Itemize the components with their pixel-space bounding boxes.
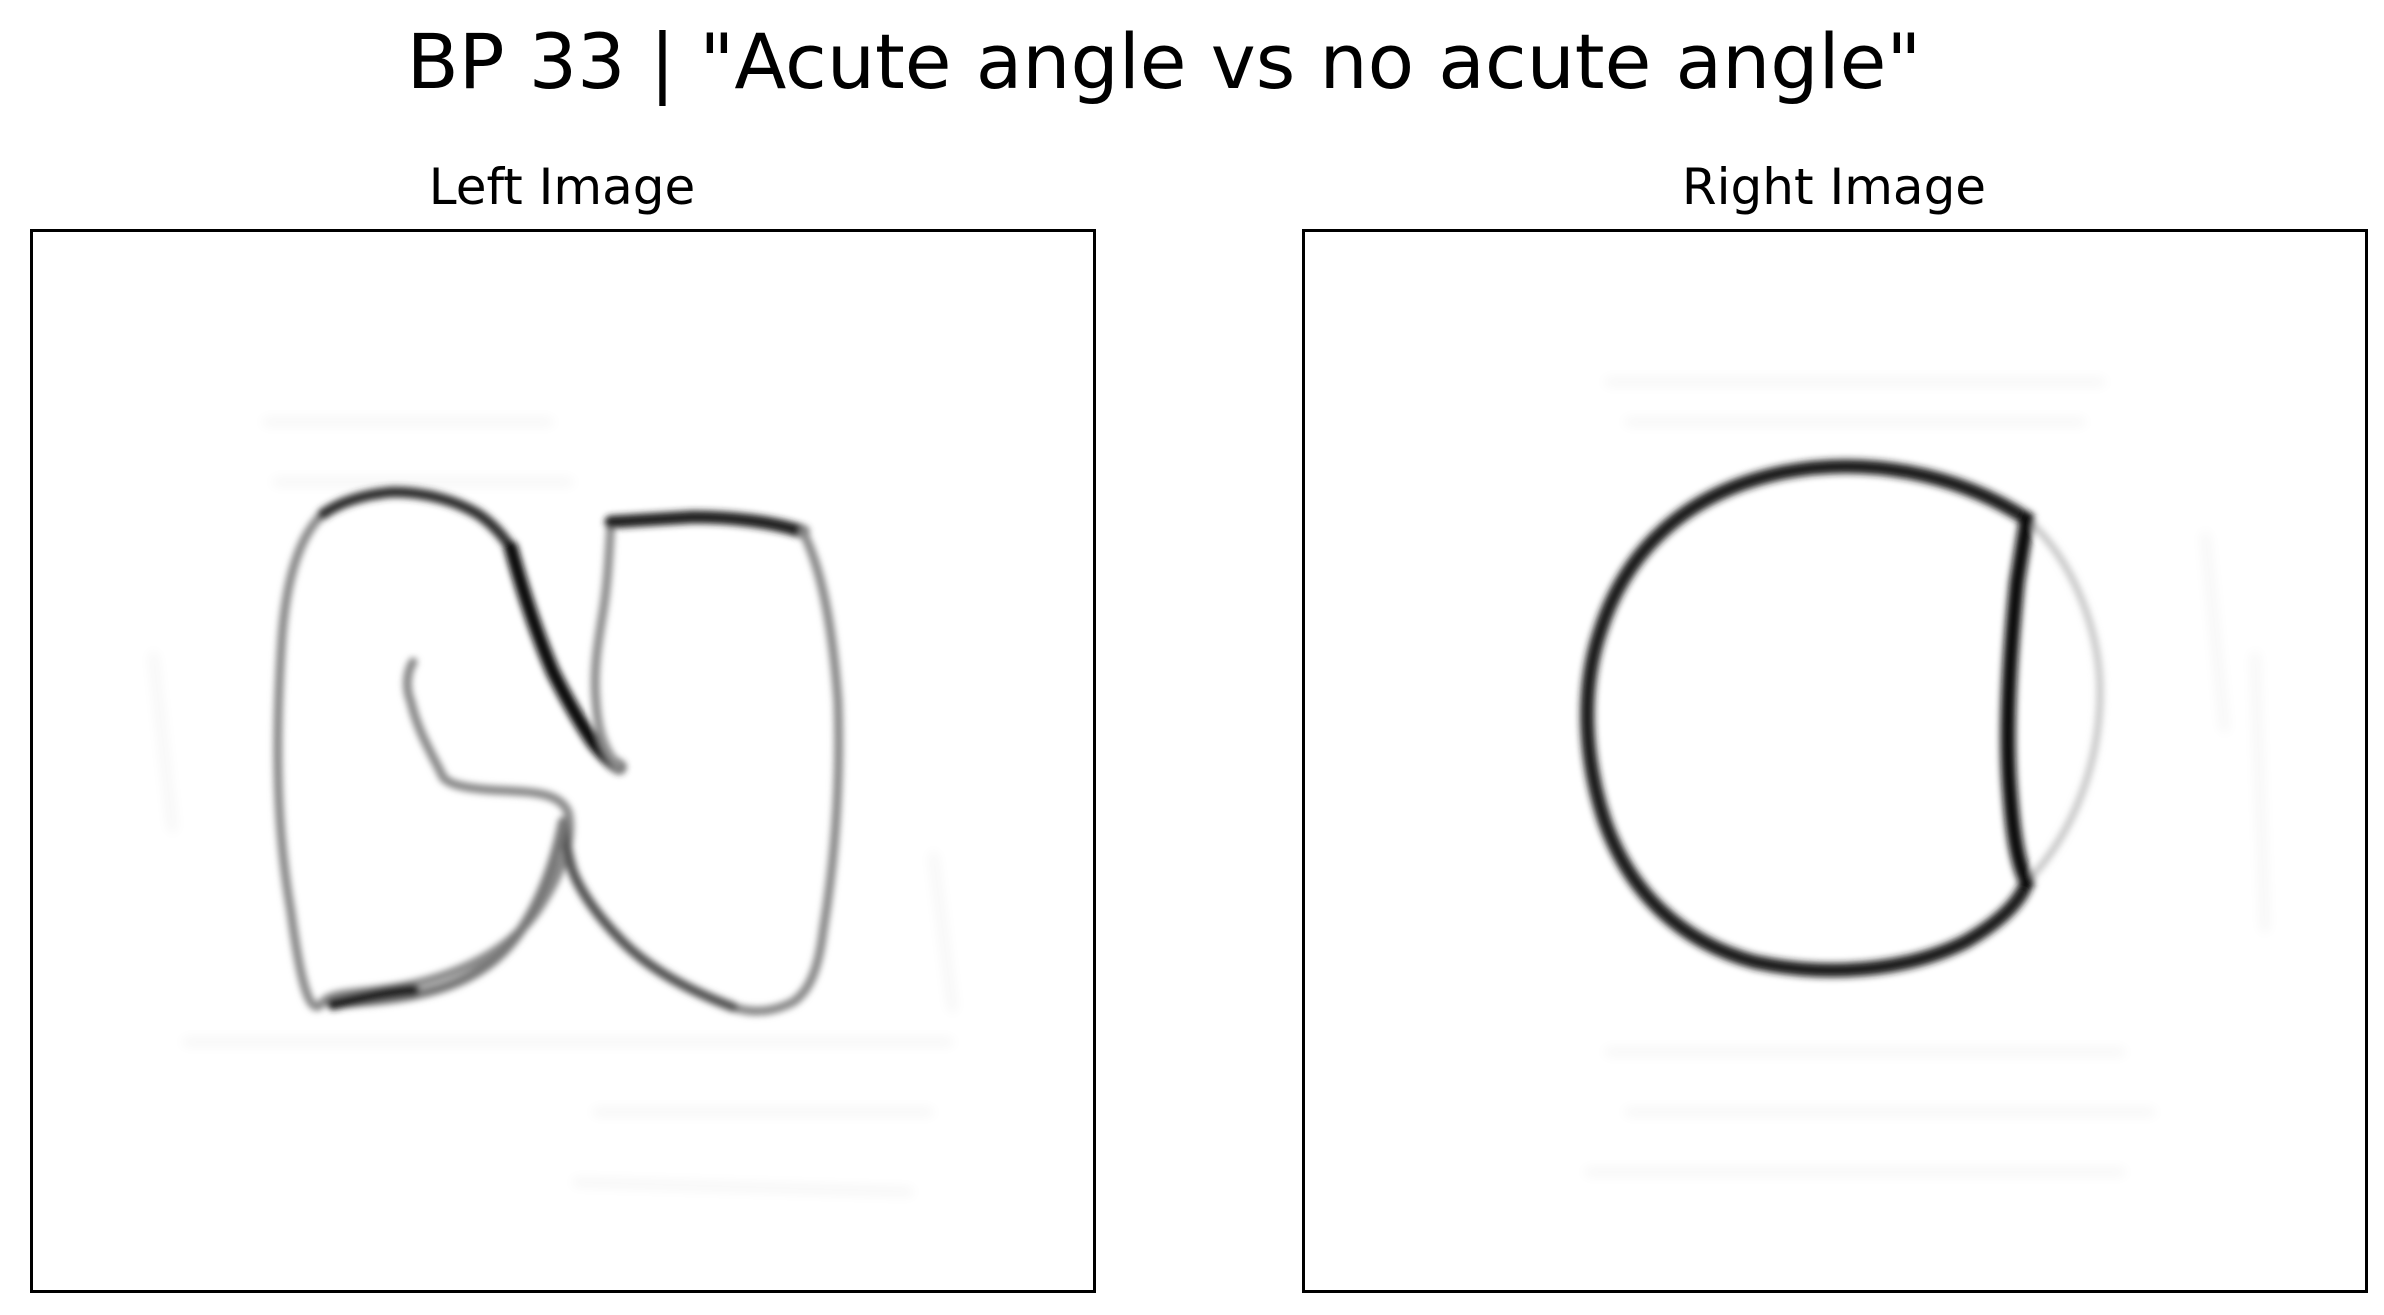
right-circle-arc — [1580, 459, 2034, 978]
left-shape-bottom-left-corner — [327, 984, 419, 1010]
left-background-artifacts — [150, 419, 956, 1195]
right-faint-arc — [2023, 515, 2104, 886]
right-panel-title: Right Image — [1681, 158, 1987, 216]
right-background-artifacts — [1585, 379, 2268, 1175]
left-shape-top-right — [604, 510, 810, 539]
left-shape-inner-stem — [590, 517, 624, 772]
left-panel-title: Left Image — [428, 158, 696, 216]
left-shape-outer-left — [273, 509, 575, 1011]
left-image-drawing — [150, 419, 956, 1195]
left-image-panel — [30, 229, 1096, 1293]
figure-title: BP 33 | "Acute angle vs no acute angle" — [406, 17, 1922, 106]
left-shape-top-left — [317, 486, 517, 554]
left-shape-bottom-right — [558, 817, 738, 1012]
left-shape-right-side — [728, 527, 844, 1016]
left-shape-diagonal — [504, 541, 626, 774]
right-image-panel — [1302, 229, 2368, 1293]
right-image-drawing — [1580, 379, 2268, 1175]
right-chord-line — [2000, 511, 2035, 890]
